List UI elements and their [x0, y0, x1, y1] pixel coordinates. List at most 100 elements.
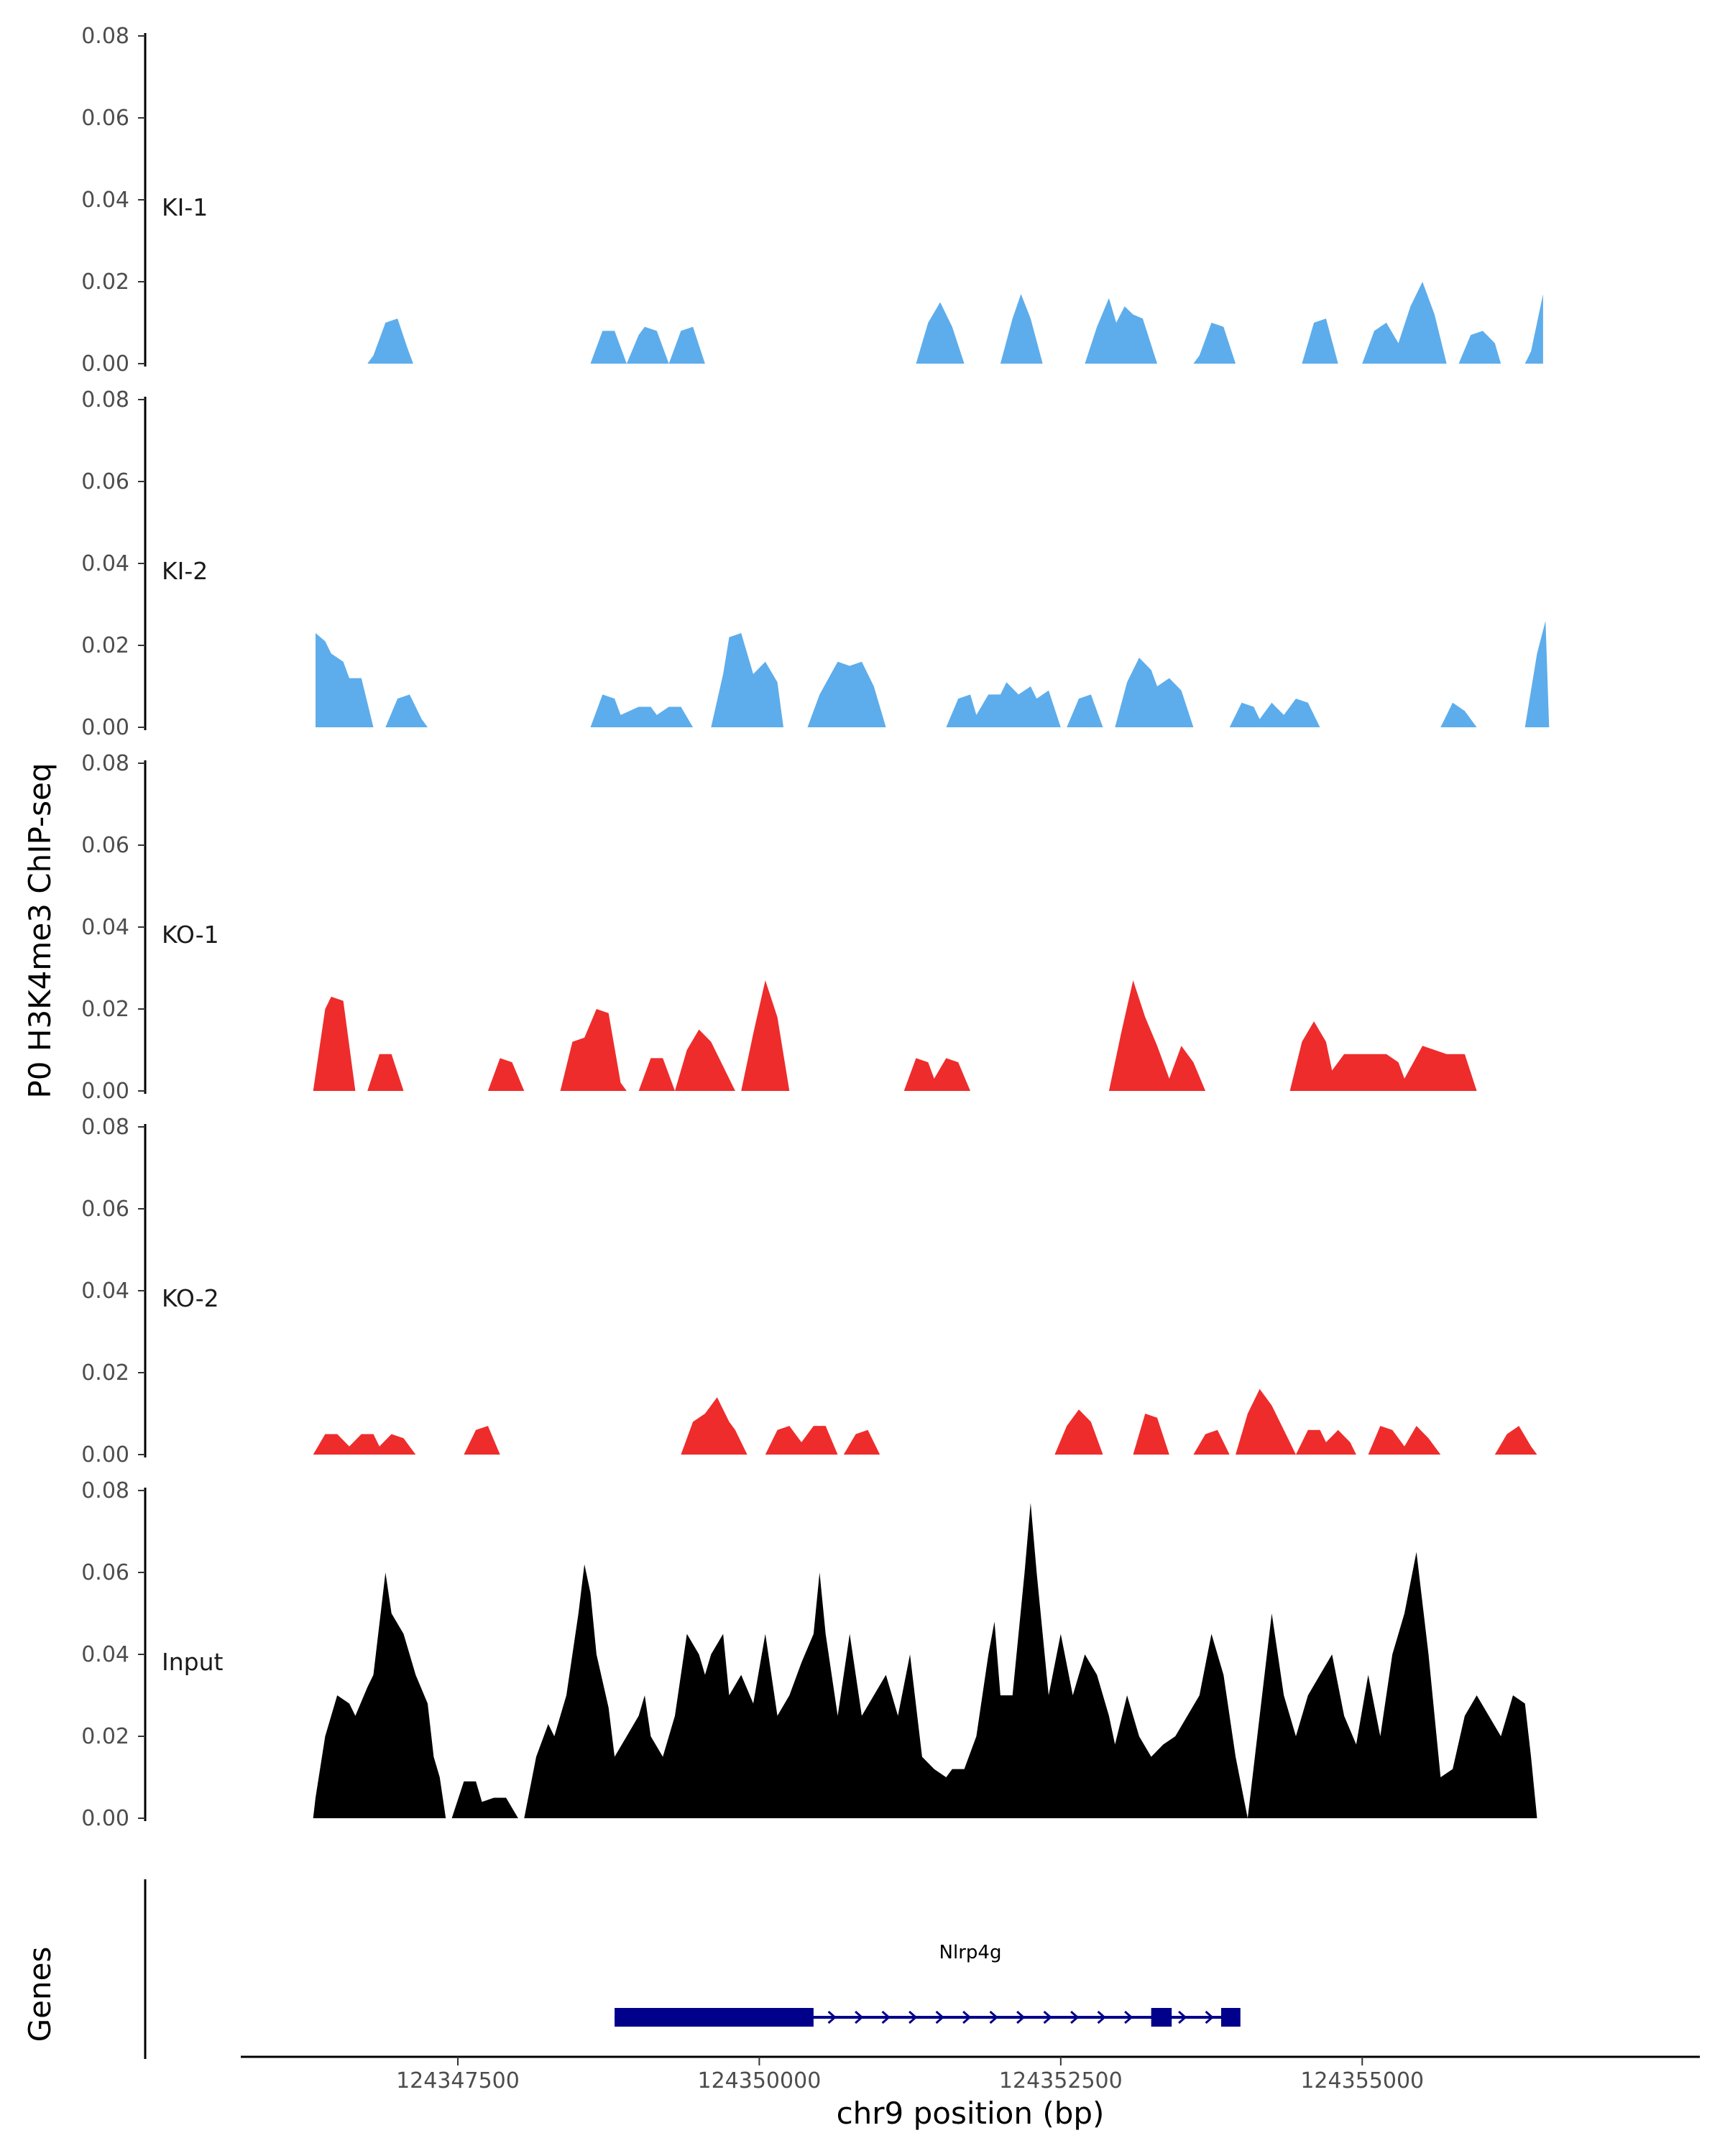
- exon-block: [1151, 2008, 1172, 2027]
- coverage-peak: [916, 302, 965, 364]
- coverage-peak: [1000, 294, 1043, 364]
- track-label-ko-1: KO-1: [162, 921, 219, 949]
- y-tick-label: 0.04: [81, 915, 129, 940]
- track-label-ko-2: KO-2: [162, 1284, 219, 1312]
- tracks-group: 0.00 0.02 0.04 0.06 0.08 KI-1 0.00 0.02 0.04 0.06…: [81, 24, 1550, 1831]
- strand-arrow: [935, 2010, 944, 2024]
- strand-arrow: [1016, 2010, 1026, 2024]
- coverage-peak: [487, 1058, 525, 1091]
- coverage-peak: [1494, 1426, 1537, 1455]
- y-tick-label: 0.02: [81, 633, 129, 658]
- strand-arrow: [1097, 2010, 1106, 2024]
- coverage-peak: [1289, 1021, 1477, 1091]
- strand-arrow: [962, 2010, 972, 2024]
- coverage-peak: [1115, 658, 1194, 727]
- track-ki-1: 0.00 0.02 0.04 0.06 0.08 KI-1: [81, 24, 1543, 377]
- y-tick-label: 0.00: [81, 1079, 129, 1104]
- y-tick-label: 0.02: [81, 1724, 129, 1749]
- coverage-peak: [1133, 1414, 1169, 1455]
- genes-panel: Genes Nlrp4g: [22, 1879, 1241, 2059]
- track-label-ki-2: KI-2: [162, 557, 208, 585]
- genes-axis-title: Genes: [22, 1947, 58, 2042]
- coverage-peak: [1440, 702, 1477, 727]
- coverage-peak: [1108, 980, 1206, 1091]
- track-label-ki-1: KI-1: [162, 193, 208, 221]
- coverage-peak: [711, 632, 783, 727]
- coverage-peak: [765, 1426, 838, 1455]
- coverage-peak: [1302, 318, 1338, 364]
- y-tick-label: 0.06: [81, 1560, 129, 1585]
- coverage-peak: [590, 331, 627, 364]
- strand-arrow: [1205, 2010, 1214, 2024]
- y-tick-label: 0.04: [81, 1279, 129, 1304]
- coverage-peak: [1296, 1429, 1356, 1455]
- coverage-peak: [1236, 1388, 1296, 1455]
- x-tick-label: 124350000: [698, 2068, 822, 2093]
- strand-arrow: [827, 2010, 837, 2024]
- coverage-peak: [1524, 620, 1550, 727]
- coverage-peak: [1067, 694, 1103, 727]
- y-tick-label: 0.00: [81, 715, 129, 740]
- strand-arrow: [855, 2010, 864, 2024]
- x-axis-title: chr9 position (bp): [837, 2096, 1105, 2131]
- coverage-peak: [1193, 323, 1236, 364]
- coverage-peak: [675, 1029, 735, 1091]
- y-tick-label: 0.00: [81, 351, 129, 377]
- coverage-peak: [1085, 298, 1157, 364]
- coverage-peak: [451, 1781, 518, 1818]
- x-tick-label: 124355000: [1300, 2068, 1424, 2093]
- y-tick-label: 0.02: [81, 1360, 129, 1386]
- y-tick-label: 0.06: [81, 469, 129, 494]
- y-tick-label: 0.06: [81, 833, 129, 858]
- y-tick-label: 0.00: [81, 1442, 129, 1468]
- y-tick-label: 0.06: [81, 106, 129, 131]
- strand-arrow: [989, 2010, 998, 2024]
- coverage-peak: [741, 980, 790, 1091]
- x-axis: 124347500 124350000 124352500 124355000: [241, 2055, 1700, 2093]
- coverage-peak: [843, 1429, 880, 1455]
- coverage-peak: [1229, 699, 1320, 727]
- track-input: 0.00 0.02 0.04 0.06 0.08 Input: [81, 1478, 1537, 1831]
- coverage-peak: [313, 1572, 446, 1818]
- y-tick-label: 0.00: [81, 1806, 129, 1831]
- coverage-peak: [316, 632, 374, 727]
- coverage-peak: [681, 1397, 748, 1455]
- track-ki-2: 0.00 0.02 0.04 0.06 0.08 KI-2: [81, 387, 1550, 740]
- x-tick-label: 124347500: [396, 2068, 520, 2093]
- coverage-peak: [313, 996, 356, 1091]
- strand-arrow: [1124, 2010, 1133, 2024]
- coverage-peak: [524, 1503, 1537, 1818]
- strand-arrow: [1178, 2010, 1187, 2024]
- coverage-peak: [385, 694, 428, 727]
- coverage-peak: [367, 318, 413, 364]
- y-tick-label: 0.04: [81, 1642, 129, 1667]
- coverage-peak: [807, 661, 886, 727]
- y-tick-label: 0.08: [81, 1115, 129, 1140]
- coverage-peak: [626, 326, 669, 364]
- y-tick-label: 0.04: [81, 188, 129, 213]
- coverage-peak: [464, 1426, 500, 1455]
- y-tick-label: 0.06: [81, 1197, 129, 1222]
- coverage-peak: [668, 326, 705, 364]
- coverage-peak: [560, 1009, 627, 1091]
- track-ko-1: 0.00 0.02 0.04 0.06 0.08 KO-1: [81, 751, 1477, 1104]
- track-ko-2: 0.00 0.02 0.04 0.06 0.08 KO-2: [81, 1115, 1537, 1468]
- coverage-peak: [590, 694, 694, 727]
- coverage-peak: [1458, 331, 1501, 364]
- y-tick-label: 0.04: [81, 551, 129, 576]
- y-tick-label: 0.02: [81, 270, 129, 295]
- coverage-peak: [903, 1058, 970, 1091]
- coverage-peak: [367, 1054, 404, 1091]
- coverage-peak: [1362, 282, 1447, 364]
- coverage-peak: [946, 682, 1061, 727]
- coverage-peak: [1054, 1409, 1103, 1455]
- y-tick-label: 0.08: [81, 1478, 129, 1503]
- exon-block: [615, 2008, 814, 2027]
- y-tick-label: 0.08: [81, 24, 129, 49]
- coverage-peak: [638, 1058, 675, 1091]
- strand-arrow: [908, 2010, 918, 2024]
- track-label-input: Input: [162, 1648, 224, 1676]
- y-tick-label: 0.02: [81, 997, 129, 1022]
- coverage-peak: [313, 1434, 416, 1455]
